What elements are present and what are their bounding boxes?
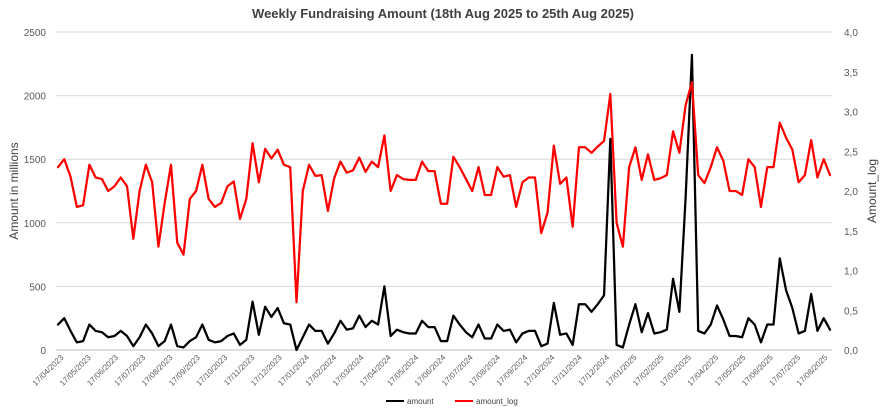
- y-axis-title: Amount in millions: [7, 142, 21, 239]
- y2-tick-label: 1,0: [844, 267, 858, 278]
- legend: amount amount_log: [386, 397, 518, 406]
- y2-tick-label: 3,0: [844, 108, 858, 119]
- series-layer: [56, 53, 832, 352]
- y2-axis-ticks: 0,0 0,5 1,0 1,5 2,0 2,5 3,0 3,5 4,0: [844, 28, 858, 357]
- y-tick-label: 1000: [24, 219, 47, 230]
- legend-label: amount: [407, 397, 434, 406]
- y2-tick-label: 1,5: [844, 227, 858, 238]
- y2-tick-label: 0,0: [844, 346, 858, 357]
- series-line-amount: [56, 53, 832, 352]
- y-axis-ticks: 0 500 1000 1500 2000 2500: [24, 28, 47, 357]
- y2-tick-label: 0,5: [844, 306, 858, 317]
- grid-layer: [56, 31, 832, 351]
- chart-title: Weekly Fundraising Amount (18th Aug 2025…: [252, 6, 634, 21]
- y2-tick-label: 2,5: [844, 147, 858, 158]
- y2-tick-label: 3,5: [844, 68, 858, 79]
- y-tick-label: 1500: [24, 155, 47, 166]
- y2-tick-label: 4,0: [844, 28, 858, 39]
- y2-tick-label: 2,0: [844, 187, 858, 198]
- series-line-amount_log: [56, 80, 832, 304]
- x-axis-ticks: 17/04/202317/05/202317/06/202317/07/2023…: [31, 353, 830, 388]
- y-tick-label: 0: [40, 346, 46, 357]
- y-tick-label: 500: [29, 282, 46, 293]
- y2-axis-title: Amount_log: [865, 159, 879, 223]
- y-tick-label: 2000: [24, 92, 47, 103]
- legend-label: amount_log: [476, 397, 518, 406]
- y-tick-label: 2500: [24, 28, 47, 39]
